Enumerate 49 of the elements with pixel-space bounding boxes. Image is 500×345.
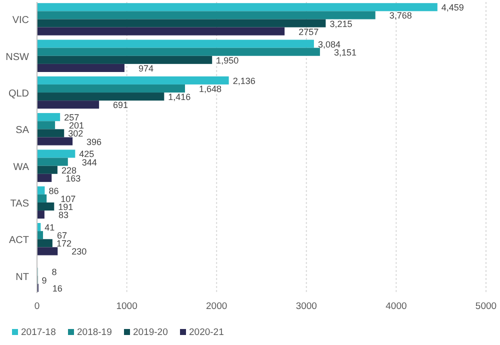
data-label: 396 bbox=[86, 136, 102, 147]
x-tick-label: 0 bbox=[34, 301, 40, 312]
data-label: 228 bbox=[61, 165, 77, 176]
x-tick-label: 1000 bbox=[116, 301, 138, 312]
data-label: 8 bbox=[52, 267, 57, 278]
y-tick-label: NT bbox=[16, 272, 29, 283]
data-label: 2757 bbox=[298, 26, 319, 37]
data-label: 163 bbox=[66, 173, 81, 184]
data-label: 302 bbox=[68, 128, 84, 139]
y-tick-label: VIC bbox=[12, 15, 29, 26]
data-label: 257 bbox=[64, 112, 80, 123]
data-label: 16 bbox=[52, 283, 62, 294]
data-label: 974 bbox=[138, 63, 154, 74]
x-tick-label: 2000 bbox=[206, 301, 228, 312]
data-label: 9 bbox=[42, 275, 47, 286]
y-tick-label: SA bbox=[16, 125, 30, 136]
y-tick-label: QLD bbox=[8, 88, 29, 100]
data-label: 201 bbox=[69, 120, 84, 131]
data-label: 1,648 bbox=[198, 84, 222, 94]
y-tick-label: TAS bbox=[10, 198, 30, 210]
legend-label: 2017-18 bbox=[21, 327, 56, 338]
data-label: 107 bbox=[60, 194, 76, 204]
data-label: 2,136 bbox=[232, 76, 256, 86]
data-label: 4,459 bbox=[441, 2, 464, 13]
x-tick-label: 5000 bbox=[475, 301, 497, 312]
data-label: 344 bbox=[82, 157, 97, 168]
x-tick-label: 4000 bbox=[386, 301, 407, 312]
data-label: 1,416 bbox=[168, 92, 191, 102]
data-label: 3,151 bbox=[334, 47, 356, 58]
data-label: 425 bbox=[79, 149, 94, 160]
legend-label: 2020-21 bbox=[189, 327, 224, 338]
data-label: 191 bbox=[58, 202, 74, 212]
legend-label: 2019-20 bbox=[133, 327, 168, 338]
data-label: 3,084 bbox=[318, 39, 340, 50]
data-label: 83 bbox=[58, 210, 68, 220]
data-label: 230 bbox=[72, 246, 87, 257]
data-label: 1,950 bbox=[216, 55, 239, 66]
y-tick-label: NSW bbox=[6, 52, 30, 63]
y-tick-label: ACT bbox=[9, 235, 29, 246]
data-label: 67 bbox=[57, 230, 68, 241]
x-tick-label: 3000 bbox=[296, 301, 317, 312]
y-tick-label: WA bbox=[13, 162, 30, 173]
data-label: 41 bbox=[44, 222, 55, 233]
data-label: 691 bbox=[113, 100, 128, 110]
legend-label: 2018-19 bbox=[77, 327, 112, 338]
data-label: 86 bbox=[48, 186, 59, 196]
data-label: 172 bbox=[56, 238, 72, 249]
data-label: 3,768 bbox=[389, 10, 412, 21]
data-label: 3,215 bbox=[330, 18, 352, 29]
